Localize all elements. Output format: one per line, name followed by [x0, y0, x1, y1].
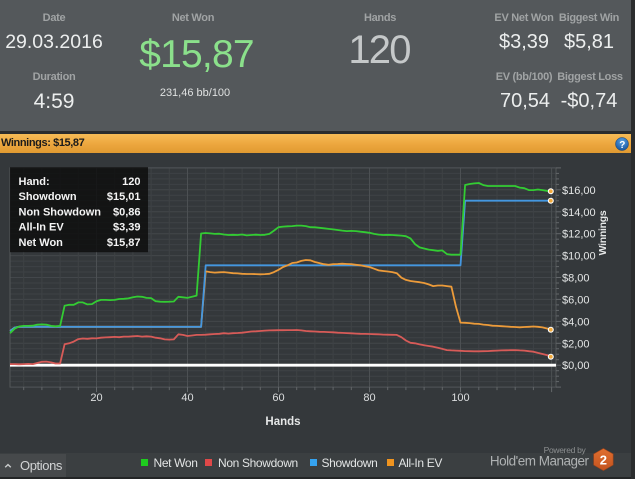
svg-text:Non Showdown: Non Showdown: [19, 206, 102, 218]
svg-text:2: 2: [600, 452, 607, 467]
svg-text:All-In EV: All-In EV: [19, 222, 65, 234]
svg-text:$16,00: $16,00: [562, 185, 596, 197]
svg-text:Hand:: Hand:: [19, 176, 50, 188]
svg-text:$12,00: $12,00: [562, 229, 596, 241]
svg-text:$2,00: $2,00: [562, 338, 590, 350]
svg-text:40: 40: [181, 392, 193, 404]
svg-text:$6,00: $6,00: [562, 294, 590, 306]
svg-text:$8,00: $8,00: [562, 273, 590, 285]
svg-text:Net Won: Net Won: [19, 237, 64, 249]
svg-text:$15,01: $15,01: [107, 191, 141, 203]
svg-text:$15,87: $15,87: [107, 237, 141, 249]
svg-text:Hands: Hands: [265, 416, 300, 428]
svg-text:120: 120: [122, 176, 140, 188]
svg-text:$14,00: $14,00: [562, 207, 596, 219]
svg-text:$10,00: $10,00: [562, 251, 596, 263]
svg-text:100: 100: [451, 392, 469, 404]
svg-text:Showdown: Showdown: [19, 191, 77, 203]
svg-text:Powered by: Powered by: [544, 445, 587, 455]
svg-text:$4,00: $4,00: [562, 316, 590, 328]
svg-text:Winnings: Winnings: [597, 210, 609, 255]
svg-text:?: ?: [619, 140, 625, 151]
svg-text:20: 20: [90, 392, 102, 404]
svg-text:$0,00: $0,00: [562, 360, 590, 372]
svg-text:$3,39: $3,39: [113, 222, 141, 234]
svg-text:Hold'em Manager: Hold'em Manager: [490, 453, 590, 468]
svg-text:80: 80: [363, 392, 375, 404]
svg-text:60: 60: [272, 392, 284, 404]
svg-text:$0,86: $0,86: [113, 206, 141, 218]
